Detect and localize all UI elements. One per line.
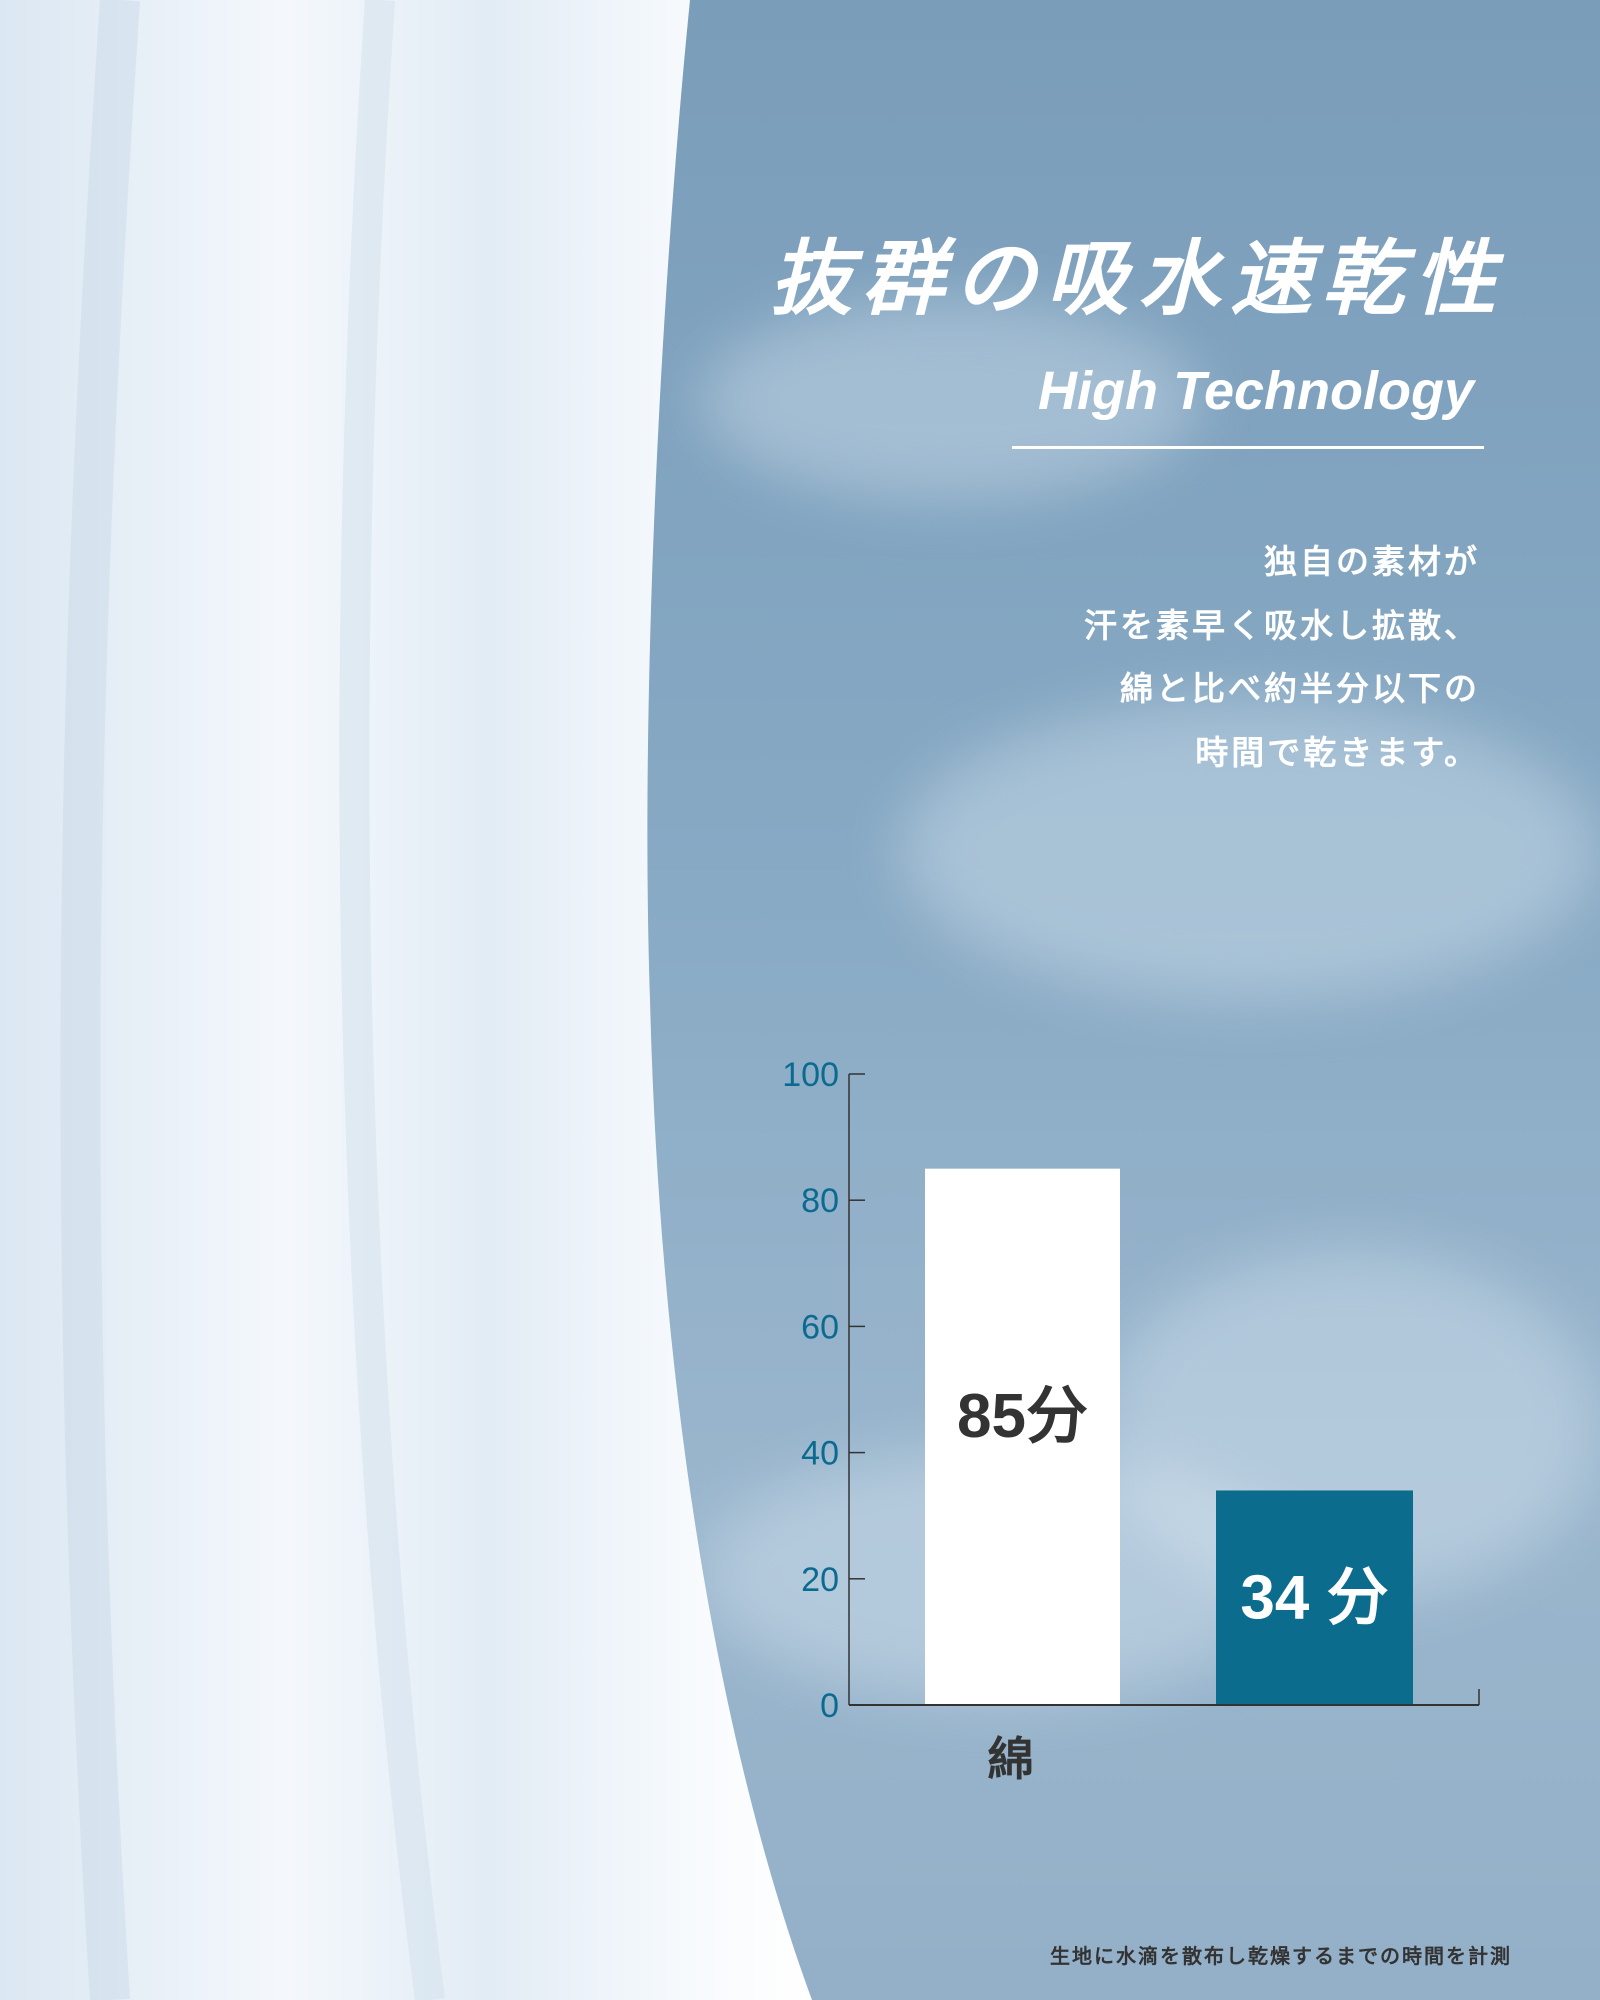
footnote: 生地に水滴を散布し乾燥するまでの時間を計測 [1050, 1946, 1512, 1968]
bar-value-label: 34 分 [1240, 1563, 1388, 1632]
category-label: 綿 [988, 1733, 1034, 1785]
y-tick-label: 40 [801, 1435, 839, 1473]
description: 独自の素材が 汗を素早く吸水し拡散、 綿と比べ約半分以下の 時間で乾きます。 [1084, 530, 1480, 784]
description-line: 汗を素早く吸水し拡散、 [1084, 606, 1480, 644]
y-tick-label: 100 [782, 1056, 839, 1094]
page-subtitle: High Technology [1038, 361, 1474, 421]
y-tick-label: 0 [820, 1687, 839, 1725]
description-line: 独自の素材が [1264, 543, 1480, 580]
smoke-decoration [700, 300, 1200, 500]
y-tick-label: 60 [801, 1308, 839, 1346]
bar [925, 1168, 1120, 1705]
divider [1012, 446, 1484, 449]
bar [1216, 1490, 1413, 1705]
page-title: 抜群の吸水速乾性 [770, 234, 1506, 325]
bar-value-label: 85分 [957, 1382, 1088, 1451]
y-tick-label: 80 [801, 1182, 839, 1220]
smoke-decoration [900, 700, 1600, 1000]
y-tick-label: 20 [801, 1561, 839, 1599]
description-line: 綿と比べ約半分以下の [1120, 670, 1480, 707]
description-line: 時間で乾きます。 [1195, 733, 1480, 771]
